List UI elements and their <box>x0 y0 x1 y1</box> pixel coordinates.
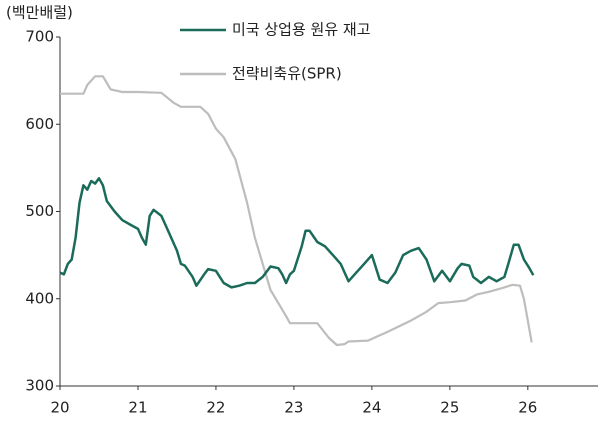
x-tick-label: 22 <box>206 399 225 417</box>
y-tick-label: 400 <box>25 289 54 307</box>
x-tick-label: 26 <box>518 399 537 417</box>
x-tick-label: 24 <box>362 399 381 417</box>
y-tick-label: 600 <box>25 115 54 133</box>
y-tick-label: 300 <box>25 377 54 395</box>
y-tick-label: 700 <box>25 28 54 46</box>
legend-label: 전략비축유(SPR) <box>232 65 342 83</box>
y-tick-label: 500 <box>25 202 54 220</box>
x-tick-label: 20 <box>50 399 69 417</box>
x-tick-label: 25 <box>440 399 459 417</box>
series-line <box>60 75 533 347</box>
series-line <box>59 177 535 289</box>
x-tick-label: 23 <box>284 399 303 417</box>
x-tick-label: 21 <box>128 399 147 417</box>
legend-label: 미국 상업용 원유 재고 <box>232 21 371 39</box>
y-axis-label: (백만배럴) <box>6 4 73 22</box>
